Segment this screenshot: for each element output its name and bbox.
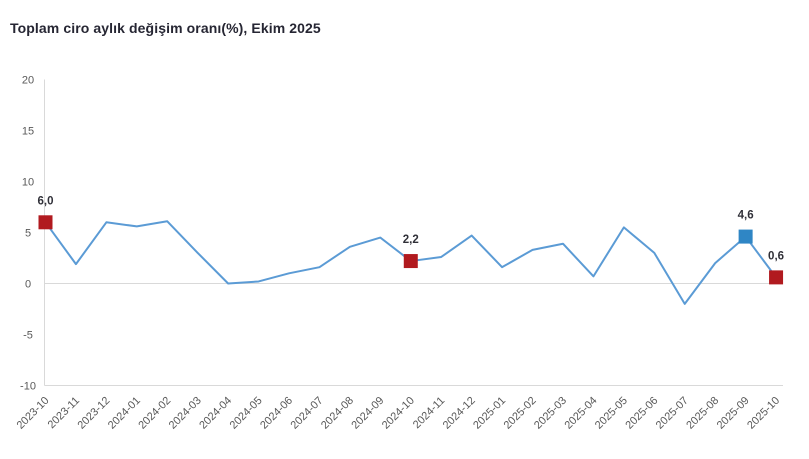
x-tick-label: 2025-04: [563, 395, 600, 432]
data-point-label: 2,2: [403, 234, 419, 246]
x-tick-label: 2025-02: [502, 395, 539, 432]
x-tick-label: 2024-08: [319, 395, 356, 432]
x-tick-label: 2025-09: [715, 395, 752, 432]
x-tick-label: 2025-10: [745, 395, 782, 432]
data-point-label: 0,6: [768, 250, 784, 262]
x-tick-label: 2025-08: [684, 395, 721, 432]
x-tick-label: 2025-06: [623, 395, 660, 432]
x-tick-label: 2024-01: [106, 395, 143, 432]
x-tick-label: 2024-07: [289, 395, 326, 432]
x-tick-label: 2024-02: [136, 395, 173, 432]
y-tick-label: -5: [23, 330, 33, 342]
x-tick-label: 2024-05: [228, 395, 265, 432]
y-tick-label: -10: [20, 381, 36, 393]
y-tick-label: 10: [22, 177, 34, 189]
y-tick-label: 5: [25, 228, 31, 240]
x-tick-label: 2024-03: [167, 395, 204, 432]
data-marker-2025-10: [769, 270, 784, 285]
x-tick-label: 2023-10: [15, 395, 52, 432]
chart-title: Toplam ciro aylık değişim oranı(%), Ekim…: [10, 20, 321, 36]
data-marker-2025-09: [738, 229, 753, 244]
x-tick-label: 2025-01: [471, 395, 508, 432]
x-tick-label: 2024-12: [441, 395, 478, 432]
x-tick-label: 2024-04: [197, 395, 234, 432]
x-tick-label: 2024-06: [258, 395, 295, 432]
x-tick-label: 2025-03: [532, 395, 569, 432]
data-marker-2024-10: [403, 254, 418, 269]
x-tick-label: 2023-12: [75, 395, 112, 432]
y-tick-label: 0: [25, 279, 31, 291]
data-marker-2023-10: [38, 215, 53, 230]
data-point-label: 6,0: [38, 195, 54, 207]
x-tick-label: 2024-09: [349, 395, 386, 432]
y-tick-label: 20: [22, 75, 34, 87]
y-tick-label: 15: [22, 126, 34, 138]
x-tick-label: 2025-05: [593, 395, 630, 432]
x-tick-label: 2025-07: [654, 395, 691, 432]
data-point-label: 4,6: [738, 210, 754, 222]
x-tick-label: 2024-10: [380, 395, 417, 432]
